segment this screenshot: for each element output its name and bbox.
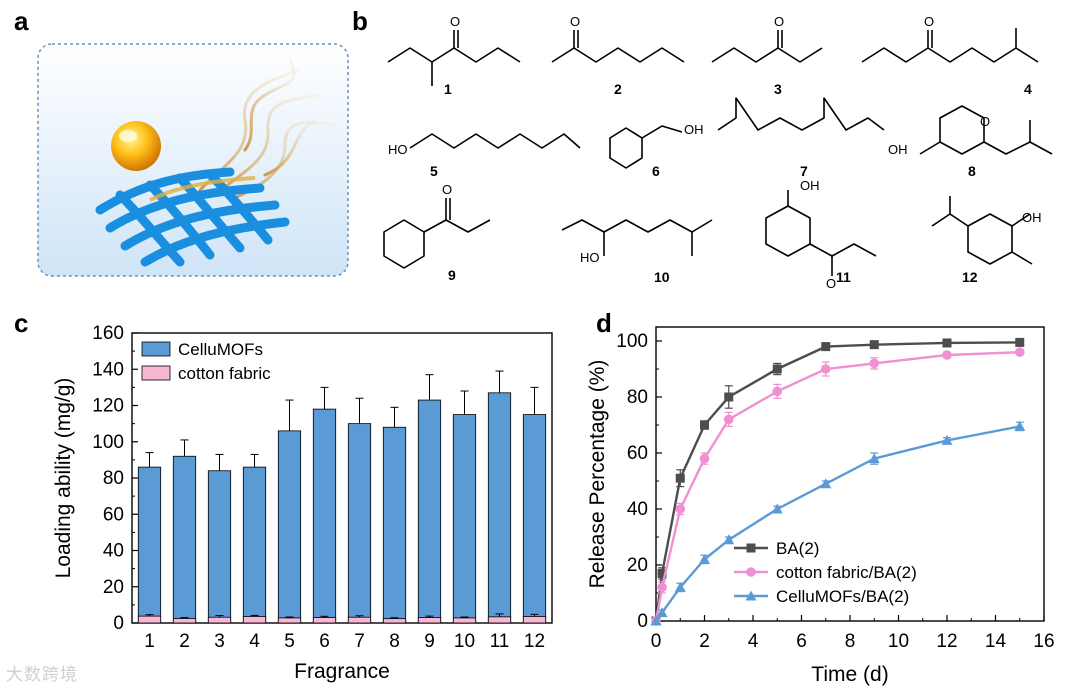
data-point-0-4 [724, 392, 734, 402]
y-tick-label: 100 [616, 331, 648, 352]
x-tick-label: 11 [490, 631, 510, 652]
x-tick-label: 4 [748, 631, 759, 652]
x-axis-title: Time (d) [811, 663, 888, 686]
legend-label: BA(2) [776, 539, 819, 558]
legend-label: cotton fabric/BA(2) [776, 563, 917, 582]
y-tick-label: 20 [103, 577, 124, 598]
data-point-1-9 [1014, 347, 1025, 358]
x-tick-label: 5 [284, 631, 295, 652]
legend-swatch [141, 341, 171, 357]
y-tick-label: 40 [103, 541, 124, 562]
y-tick-label: 0 [113, 613, 124, 634]
data-point-0-6 [821, 342, 831, 352]
x-tick-label: 9 [424, 631, 435, 652]
series-line-0 [654, 341, 1020, 622]
y-axis-title: Release Percentage (%) [586, 360, 609, 589]
y-tick-label: 0 [637, 611, 648, 632]
data-point-1-8 [942, 350, 952, 360]
x-tick-label: 16 [1033, 631, 1054, 652]
legend-marker [745, 590, 757, 601]
y-tick-label: 160 [92, 323, 124, 344]
legend-swatch [141, 365, 171, 381]
series-line-1 [654, 351, 1020, 622]
data-point-0-5 [772, 364, 782, 374]
y-tick-label: 60 [103, 504, 124, 525]
data-point-2-0 [650, 615, 662, 626]
data-point-2-3 [699, 553, 710, 564]
data-point-2-8 [941, 434, 953, 445]
watermark: 大数跨境 [6, 665, 78, 685]
data-point-2-6 [820, 478, 832, 489]
y-tick-label: 80 [627, 387, 648, 408]
data-point-0-7 [869, 340, 879, 350]
panel-letter-b: b [352, 6, 368, 36]
data-point-2-4 [723, 534, 735, 545]
data-point-1-1 [657, 582, 667, 593]
data-point-1-4 [723, 414, 734, 425]
panel-letter-d: d [596, 308, 612, 338]
data-point-2-5 [771, 503, 783, 514]
legend-label: CelluMOFs [178, 340, 263, 359]
x-tick-label: 1 [144, 631, 155, 652]
y-tick-label: 140 [92, 359, 124, 380]
y-tick-label: 40 [627, 499, 648, 520]
legend-marker [746, 543, 756, 553]
legend-label: cotton fabric [178, 364, 271, 383]
data-point-0-8 [942, 338, 952, 348]
data-point-0-9 [1015, 337, 1025, 347]
x-axis-title: Fragrance [294, 660, 390, 683]
data-point-0-3 [700, 420, 709, 430]
data-point-2-9 [1014, 420, 1026, 431]
x-tick-label: 7 [354, 631, 365, 652]
x-tick-label: 0 [651, 631, 662, 652]
y-tick-label: 60 [627, 443, 648, 464]
x-tick-label: 2 [179, 631, 190, 652]
x-tick-label: 8 [389, 631, 400, 652]
data-point-1-5 [772, 386, 783, 397]
x-tick-label: 8 [845, 631, 856, 652]
x-tick-label: 4 [249, 631, 260, 652]
x-tick-label: 6 [319, 631, 330, 652]
data-point-1-2 [675, 504, 686, 514]
x-tick-label: 6 [796, 631, 807, 652]
legend-label: CelluMOFs/BA(2) [776, 587, 909, 606]
x-tick-label: 12 [524, 631, 545, 652]
data-point-2-7 [868, 453, 880, 464]
data-point-1-7 [869, 358, 880, 369]
x-tick-label: 10 [888, 631, 909, 652]
data-point-1-3 [699, 453, 710, 464]
x-tick-label: 14 [985, 631, 1007, 652]
y-axis-title: Loading ability (mg/g) [52, 378, 75, 579]
x-tick-label: 3 [214, 631, 225, 652]
data-point-1-6 [820, 364, 831, 374]
panel-letter-c: c [14, 308, 29, 338]
data-point-2-2 [674, 581, 686, 592]
legend-marker [746, 567, 756, 577]
x-tick-label: 12 [936, 631, 957, 652]
y-tick-label: 20 [627, 555, 648, 576]
y-tick-label: 80 [103, 468, 124, 489]
y-tick-label: 100 [92, 432, 124, 453]
x-tick-label: 2 [699, 631, 710, 652]
y-tick-label: 120 [92, 396, 124, 417]
data-point-0-1 [657, 568, 667, 578]
series-line-2 [655, 425, 1020, 622]
x-tick-label: 10 [454, 631, 475, 652]
data-point-0-2 [675, 473, 685, 483]
data-point-2-1 [656, 607, 668, 618]
panel-letter-a: a [14, 6, 29, 36]
